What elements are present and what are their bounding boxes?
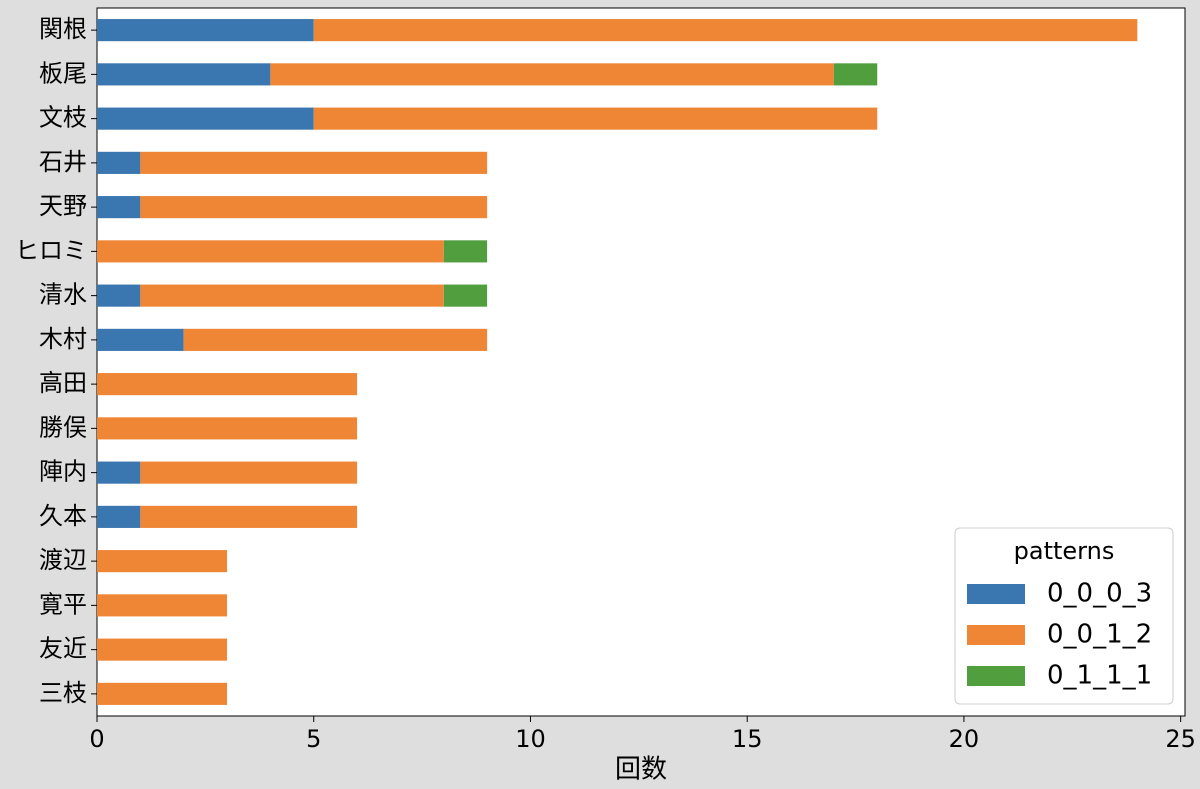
bar-segment bbox=[183, 328, 488, 351]
y-tick-label: 陣内 bbox=[39, 458, 87, 486]
y-tick-label: 文枝 bbox=[39, 104, 87, 132]
bar-segment bbox=[97, 328, 184, 351]
bar-segment bbox=[97, 550, 228, 573]
x-tick-label: 0 bbox=[89, 725, 104, 753]
legend-box bbox=[954, 527, 1174, 705]
bar-segment bbox=[97, 461, 141, 484]
legend-swatch bbox=[967, 666, 1025, 686]
bar-segment bbox=[97, 594, 228, 617]
y-tick-label: 板尾 bbox=[39, 59, 87, 87]
y-tick-label: 渡辺 bbox=[39, 546, 87, 574]
bar-segment bbox=[443, 284, 488, 307]
x-tick-label: 25 bbox=[1165, 725, 1196, 753]
y-tick-label: 勝俣 bbox=[39, 413, 87, 441]
y-tick-label: 高田 bbox=[39, 369, 87, 397]
y-tick-label: 石井 bbox=[39, 148, 87, 176]
x-tick-label: 15 bbox=[732, 725, 763, 753]
legend-label: 0_0_0_3 bbox=[1047, 579, 1152, 609]
bar-segment bbox=[97, 682, 228, 705]
bar-segment bbox=[443, 240, 488, 263]
bar-segment bbox=[97, 151, 141, 174]
y-tick-label: 寛平 bbox=[39, 590, 87, 618]
y-tick-label: 清水 bbox=[39, 281, 87, 309]
bar-segment bbox=[140, 151, 488, 174]
bar-segment bbox=[97, 638, 228, 661]
bar-segment bbox=[140, 461, 358, 484]
bar-segment bbox=[97, 240, 444, 263]
bar-segment bbox=[833, 63, 878, 86]
x-tick-label: 5 bbox=[306, 725, 321, 753]
x-axis-label: 回数 bbox=[615, 755, 667, 785]
legend-label: 0_1_1_1 bbox=[1047, 661, 1152, 691]
y-tick-label: 友近 bbox=[39, 635, 87, 663]
bar-segment bbox=[97, 373, 358, 396]
bar-segment bbox=[140, 284, 444, 307]
y-tick-label: 木村 bbox=[39, 325, 87, 353]
bar-segment bbox=[97, 284, 141, 307]
bar-segment bbox=[97, 196, 141, 219]
bar-segment bbox=[140, 196, 488, 219]
legend-swatch bbox=[967, 625, 1025, 645]
y-tick-label: 天野 bbox=[39, 192, 87, 220]
bar-segment bbox=[313, 107, 878, 130]
y-tick-label: 久本 bbox=[39, 502, 87, 530]
y-tick-label: 三枝 bbox=[39, 679, 87, 707]
y-tick-label: 関根 bbox=[39, 15, 87, 43]
x-tick-label: 20 bbox=[949, 725, 980, 753]
legend-label: 0_0_1_2 bbox=[1047, 620, 1152, 650]
bar-segment bbox=[140, 505, 358, 528]
bar-segment bbox=[97, 107, 314, 130]
legend-swatch bbox=[967, 584, 1025, 604]
bar-segment bbox=[97, 63, 271, 86]
bar-segment bbox=[97, 417, 358, 440]
x-tick-label: 10 bbox=[515, 725, 546, 753]
y-tick-label: ヒロミ bbox=[15, 236, 87, 264]
bar-segment bbox=[97, 19, 314, 42]
bar-segment bbox=[270, 63, 834, 86]
legend-title: patterns bbox=[1014, 537, 1115, 565]
bar-segment bbox=[313, 19, 1138, 42]
bar-segment bbox=[97, 505, 141, 528]
